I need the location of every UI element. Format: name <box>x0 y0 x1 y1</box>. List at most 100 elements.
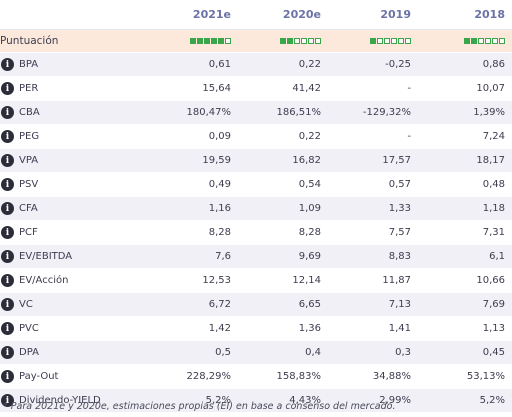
score-square <box>280 37 286 44</box>
row-label: CBA <box>19 107 40 118</box>
score-square <box>391 37 397 44</box>
table-row: i DPA 0,5 0,4 0,3 0,45 <box>0 341 512 365</box>
value-cell: 1,33 <box>388 203 411 214</box>
value-cell: 6,1 <box>489 251 505 262</box>
value-cell: 0,3 <box>395 347 411 358</box>
info-icon[interactable]: i <box>1 346 14 359</box>
score-square <box>405 37 411 44</box>
score-square <box>471 37 477 44</box>
info-icon[interactable]: i <box>1 178 14 191</box>
info-icon[interactable]: i <box>1 298 14 311</box>
info-icon[interactable]: i <box>1 322 14 335</box>
value-cell: 1,41 <box>388 323 411 334</box>
score-square <box>287 37 293 44</box>
score-square <box>308 37 314 44</box>
value-cell: 0,49 <box>208 179 231 190</box>
info-icon[interactable]: i <box>1 250 14 263</box>
value-cell: 0,22 <box>298 131 321 142</box>
row-label: PEG <box>19 131 40 142</box>
table-row: i EV/EBITDA 7,6 9,69 8,83 6,1 <box>0 245 512 269</box>
score-square <box>499 37 505 44</box>
column-header-2018: 2018 <box>474 8 505 21</box>
value-cell: 17,57 <box>382 155 411 166</box>
table-row: i PSV 0,49 0,54 0,57 0,48 <box>0 173 512 197</box>
value-cell: 180,47% <box>186 107 232 118</box>
value-cell: 0,5 <box>215 347 231 358</box>
row-label: Pay-Out <box>19 371 59 382</box>
row-label: BPA <box>19 59 39 70</box>
value-cell: 8,28 <box>298 227 321 238</box>
value-cell: 7,57 <box>388 227 411 238</box>
score-square <box>294 37 300 44</box>
info-icon[interactable]: i <box>1 82 14 95</box>
score-meter-2021e <box>190 37 231 44</box>
value-cell: 1,16 <box>208 203 231 214</box>
table-row: i BPA 0,61 0,22 -0,25 0,86 <box>0 53 512 77</box>
info-icon[interactable]: i <box>1 154 14 167</box>
score-row: Puntuación <box>0 30 512 53</box>
score-square <box>370 37 376 44</box>
value-cell: 9,69 <box>298 251 321 262</box>
table-row: i EV/Acción 12,53 12,14 11,87 10,66 <box>0 269 512 293</box>
info-icon[interactable]: i <box>1 202 14 215</box>
column-header-2020e: 2020e <box>282 8 321 21</box>
row-label: PVC <box>19 323 39 334</box>
row-label: EV/Acción <box>19 275 69 286</box>
score-square <box>485 37 491 44</box>
info-icon[interactable]: i <box>1 130 14 143</box>
score-square <box>398 37 404 44</box>
row-label: EV/EBITDA <box>19 251 73 262</box>
row-label: Dividendo-YIELD <box>19 395 101 406</box>
value-cell: 53,13% <box>466 371 505 382</box>
score-label: Puntuación <box>0 35 59 47</box>
score-square <box>204 37 210 44</box>
value-cell: 34,88% <box>372 371 411 382</box>
value-cell: -129,32% <box>362 107 411 118</box>
ratio-rows: i BPA 0,61 0,22 -0,25 0,86 i PER 15,64 41,42 - 10,0… <box>0 53 512 413</box>
table-row: i Pay-Out 228,29% 158,83% 34,88% 53,13% <box>0 365 512 389</box>
row-label: CFA <box>19 203 38 214</box>
value-cell: 186,51% <box>276 107 322 118</box>
value-cell: 6,72 <box>208 299 231 310</box>
value-cell: 1,39% <box>473 107 505 118</box>
value-cell: 7,24 <box>482 131 505 142</box>
score-square <box>492 37 498 44</box>
score-square <box>315 37 321 44</box>
value-cell: 41,42 <box>292 83 321 94</box>
row-label: VPA <box>19 155 39 166</box>
value-cell: 0,54 <box>298 179 321 190</box>
footnote: * Para 2021e y 2020e, estimaciones propi… <box>3 401 396 412</box>
score-meter-2018 <box>464 37 505 44</box>
score-square <box>301 37 307 44</box>
value-cell: 158,83% <box>276 371 322 382</box>
value-cell: 1,36 <box>298 323 321 334</box>
info-icon[interactable]: i <box>1 58 14 71</box>
info-icon[interactable]: i <box>1 394 14 407</box>
value-cell: 7,6 <box>215 251 231 262</box>
score-square <box>211 37 217 44</box>
value-cell: 0,61 <box>208 59 231 70</box>
value-cell: 1,09 <box>298 203 321 214</box>
score-square <box>377 37 383 44</box>
value-cell: 12,53 <box>202 275 231 286</box>
table-row: i PVC 1,42 1,36 1,41 1,13 <box>0 317 512 341</box>
value-cell: - <box>407 131 411 142</box>
value-cell: 18,17 <box>476 155 505 166</box>
value-cell: 0,09 <box>208 131 231 142</box>
info-icon[interactable]: i <box>1 106 14 119</box>
info-icon[interactable]: i <box>1 226 14 239</box>
row-label: DPA <box>19 347 39 358</box>
value-cell: 16,82 <box>292 155 321 166</box>
info-icon[interactable]: i <box>1 274 14 287</box>
score-square <box>190 37 196 44</box>
table-row: i VC 6,72 6,65 7,13 7,69 <box>0 293 512 317</box>
value-cell: 8,28 <box>208 227 231 238</box>
table-header: 2021e 2020e 2019 2018 <box>0 0 512 30</box>
column-header-2019: 2019 <box>380 8 411 21</box>
value-cell: -0,25 <box>385 59 411 70</box>
value-cell: 8,83 <box>388 251 411 262</box>
info-icon[interactable]: i <box>1 370 14 383</box>
value-cell: 0,86 <box>482 59 505 70</box>
table-row: i CBA 180,47% 186,51% -129,32% 1,39% <box>0 101 512 125</box>
